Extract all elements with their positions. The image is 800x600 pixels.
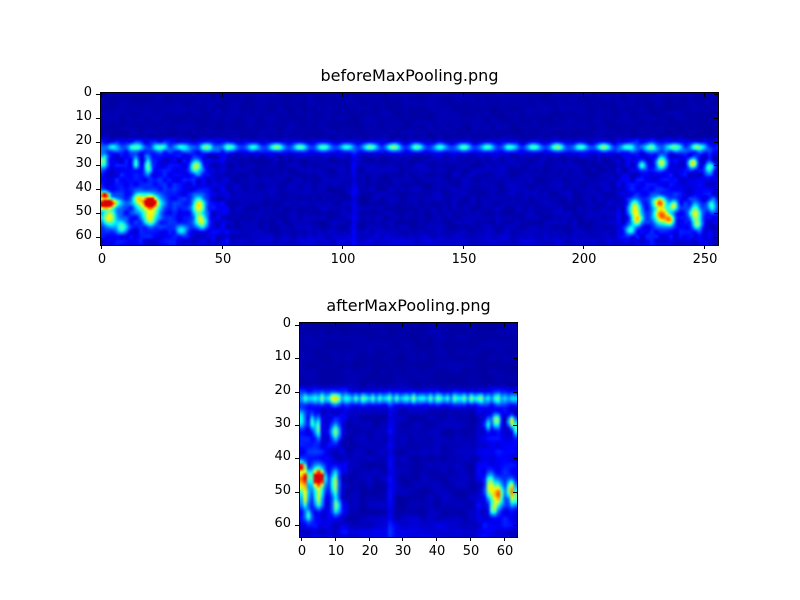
tick-mark [470,537,471,541]
tick-mark [342,245,343,249]
x-tick-label: 20 [361,544,379,559]
tick-mark [436,323,437,327]
x-tick-label: 100 [330,252,356,267]
tick-mark [714,213,718,214]
heatmap-image [300,323,517,537]
y-tick-label: 40 [274,449,291,464]
tick-mark [504,323,505,327]
tick-mark [295,492,299,493]
y-tick-label: 20 [274,383,291,398]
y-tick-label: 60 [274,516,291,531]
x-tick-label: 50 [214,252,232,267]
tick-mark [96,189,100,190]
tick-mark [513,492,517,493]
tick-mark [295,525,299,526]
x-tick-label: 40 [428,544,446,559]
y-tick-label: 20 [75,133,92,148]
tick-mark [295,458,299,459]
tick-mark [96,213,100,214]
x-tick-label: 50 [462,544,480,559]
tick-mark [704,93,705,97]
x-tick-label: 150 [451,252,477,267]
tick-mark [96,94,100,95]
tick-mark [301,537,302,541]
plot-title: afterMaxPooling.png [326,296,491,315]
tick-mark [301,323,302,327]
tick-mark [513,425,517,426]
tick-mark [714,142,718,143]
tick-mark [714,189,718,190]
y-tick-label: 30 [75,156,92,171]
y-tick-label: 10 [274,349,291,364]
tick-mark [402,323,403,327]
x-tick-label: 250 [692,252,718,267]
y-tick-label: 30 [274,416,291,431]
tick-mark [295,425,299,426]
tick-mark [222,93,223,97]
heatmap-image [101,93,718,245]
tick-mark [583,93,584,97]
tick-mark [369,537,370,541]
tick-mark [513,525,517,526]
tick-mark [463,245,464,249]
tick-mark [342,93,343,97]
y-tick-label: 50 [274,483,291,498]
y-tick-label: 0 [282,316,291,331]
tick-mark [714,237,718,238]
tick-mark [714,118,718,119]
tick-mark [704,245,705,249]
plot-title: beforeMaxPooling.png [320,66,499,85]
tick-mark [369,323,370,327]
tick-mark [436,537,437,541]
tick-mark [402,537,403,541]
tick-mark [714,165,718,166]
y-tick-label: 40 [75,180,92,195]
tick-mark [96,165,100,166]
tick-mark [335,323,336,327]
x-tick-label: 60 [496,544,514,559]
y-tick-label: 60 [75,228,92,243]
before-maxpooling-plot: beforeMaxPooling.png 0 50 100 150 200 250 0 10 2… [75,66,719,267]
after-maxpooling-plot: afterMaxPooling.png 0 10 20 30 40 50 60 0 10 20 30… [274,296,518,559]
x-tick-label: 0 [297,544,307,559]
tick-mark [463,93,464,97]
x-tick-label: 0 [97,252,107,267]
tick-mark [96,237,100,238]
x-tick-label: 30 [394,544,412,559]
tick-mark [295,325,299,326]
tick-mark [295,358,299,359]
tick-mark [295,392,299,393]
tick-mark [101,93,102,97]
tick-mark [96,142,100,143]
tick-mark [96,118,100,119]
tick-mark [335,537,336,541]
tick-mark [583,245,584,249]
y-tick-label: 0 [83,85,92,100]
tick-mark [714,94,718,95]
tick-mark [513,358,517,359]
tick-mark [513,325,517,326]
x-tick-label: 200 [571,252,597,267]
tick-mark [470,323,471,327]
tick-mark [513,392,517,393]
y-tick-label: 50 [75,204,92,219]
tick-mark [513,458,517,459]
tick-mark [101,245,102,249]
tick-mark [222,245,223,249]
tick-mark [504,537,505,541]
y-tick-label: 10 [75,109,92,124]
x-tick-label: 10 [327,544,345,559]
